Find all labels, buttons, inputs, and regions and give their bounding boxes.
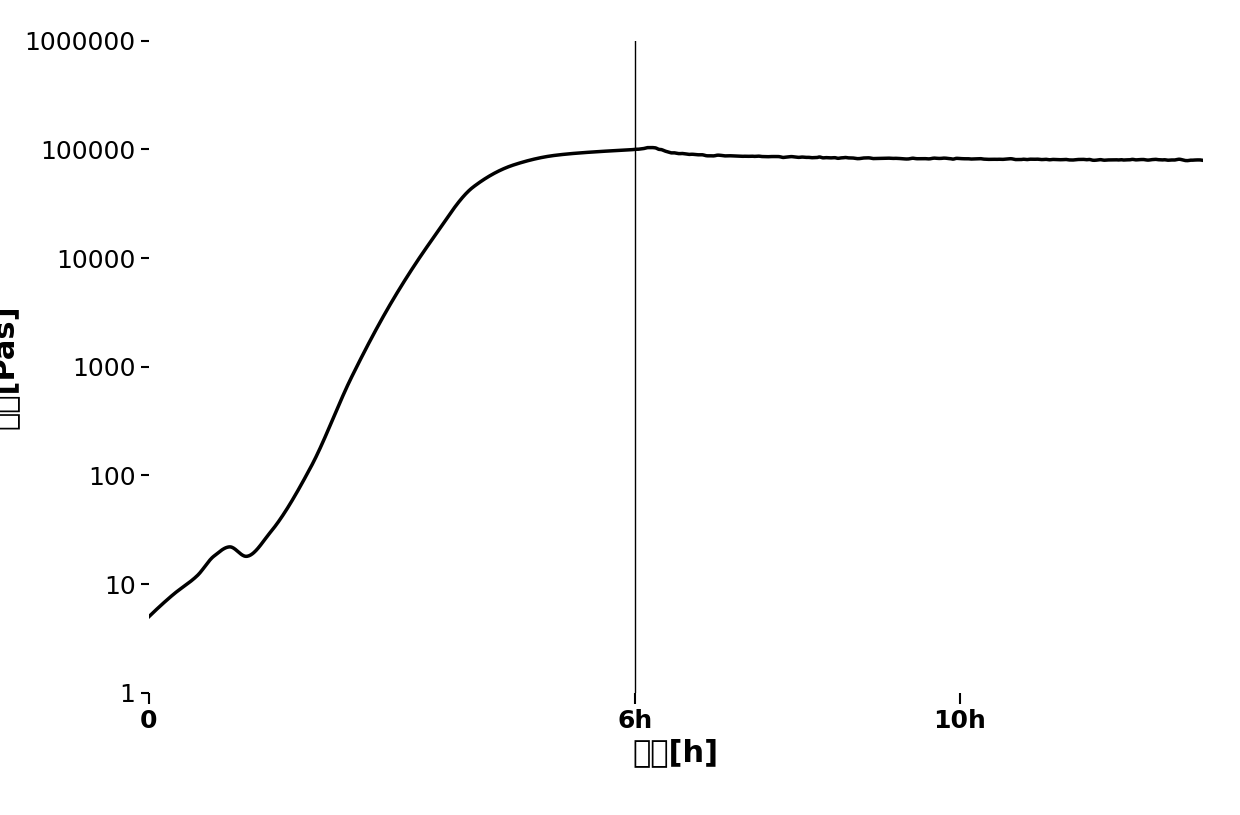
Y-axis label: 粘度[Pas]: 粘度[Pas] <box>0 305 19 429</box>
X-axis label: 时间[h]: 时间[h] <box>632 738 719 767</box>
